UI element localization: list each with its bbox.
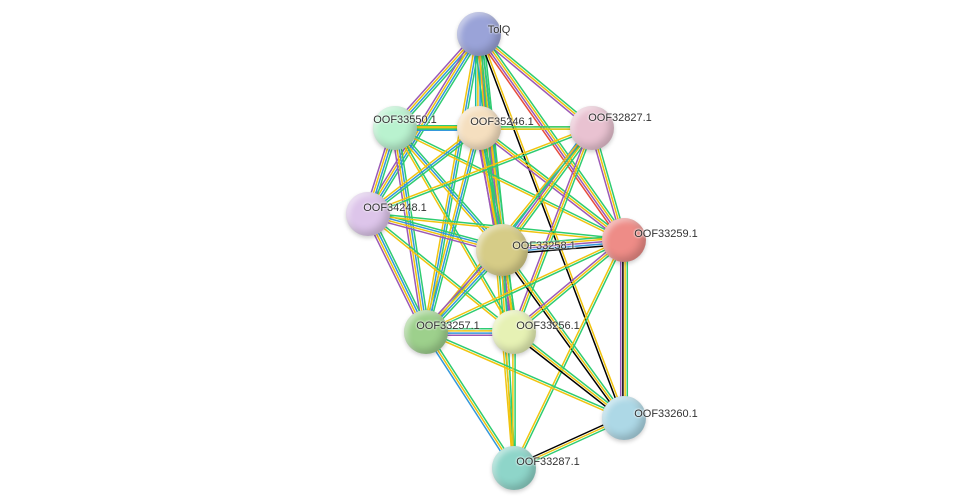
- protein-label: OOF33550.1: [373, 114, 437, 126]
- protein-label: OOF33258.1: [512, 240, 576, 252]
- protein-label: TolQ: [488, 24, 511, 36]
- protein-label: OOF32827.1: [588, 112, 652, 124]
- edge-line: [424, 333, 512, 469]
- protein-label: OOF35246.1: [470, 116, 534, 128]
- protein-label: OOF33259.1: [634, 228, 698, 240]
- protein-label: OOF33260.1: [634, 408, 698, 420]
- protein-label: OOF34248.1: [363, 202, 427, 214]
- network-graph: TolQ OOF33550.1 OOF35246.1 OOF32827.1 OOF342…: [0, 0, 976, 504]
- protein-label: OOF33256.1: [516, 320, 580, 332]
- protein-node[interactable]: [492, 446, 536, 490]
- protein-node[interactable]: [602, 218, 646, 262]
- protein-node[interactable]: [457, 106, 501, 150]
- protein-label: OOF33257.1: [416, 320, 480, 332]
- protein-node[interactable]: [346, 192, 390, 236]
- protein-node[interactable]: [492, 310, 536, 354]
- protein-node[interactable]: [373, 106, 417, 150]
- protein-node[interactable]: [404, 310, 448, 354]
- protein-label: OOF33287.1: [516, 456, 580, 468]
